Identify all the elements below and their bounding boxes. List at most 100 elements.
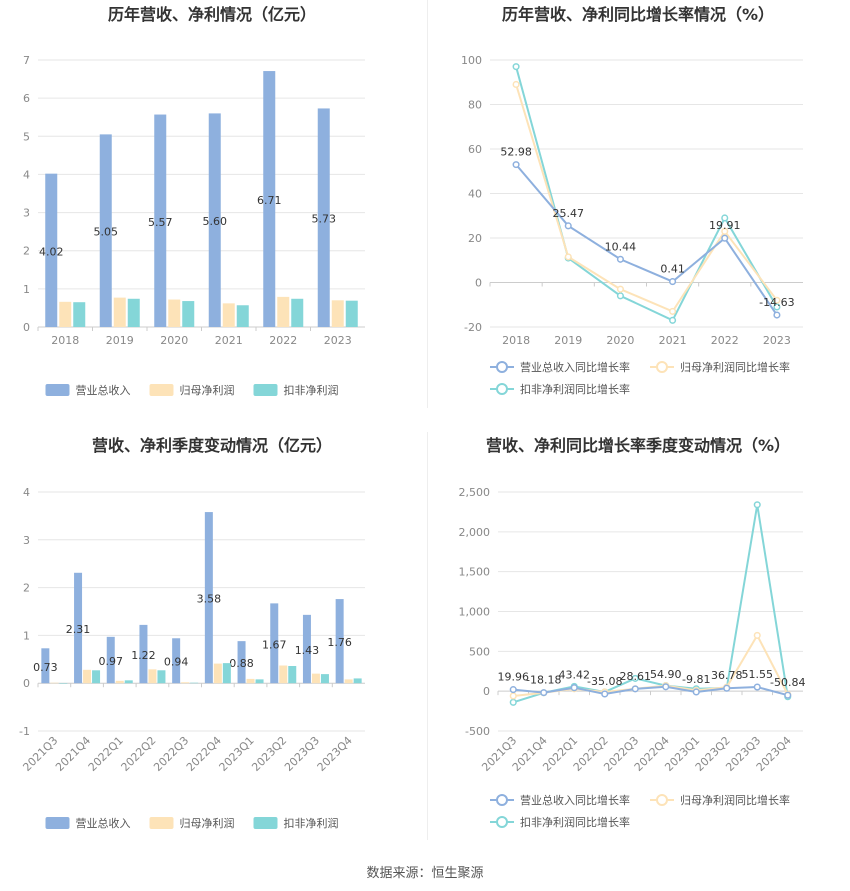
bar-data-label: 1.22	[131, 649, 156, 662]
legend-swatch-扣非净利润	[253, 817, 278, 829]
data-point-营业总收入同比增长率	[773, 311, 781, 319]
bar-data-label: 5.60	[203, 215, 228, 228]
data-source-footer: 数据来源：恒生聚源	[366, 866, 484, 881]
bar-扣非净利润	[320, 674, 329, 684]
legend-swatch-扣非净利润	[253, 384, 278, 396]
point-data-label: 19.96	[498, 671, 530, 684]
point-data-label: -18.18	[526, 674, 561, 687]
data-point-扣非净利润同比增长率	[616, 292, 624, 300]
x-tick-label: 2023	[763, 334, 791, 347]
bar-扣非净利润	[291, 298, 304, 327]
legend-label: 扣非净利润同比增长率	[520, 815, 630, 829]
y-tick-label: 4	[23, 168, 30, 181]
legend-label: 营业总收入	[76, 383, 131, 397]
legend-label: 归母净利润同比增长率	[680, 793, 790, 807]
bar-扣非净利润	[127, 298, 140, 327]
legend-swatch-marker-归母净利润同比增长率	[656, 361, 668, 373]
x-tick-label: 2019	[106, 334, 134, 347]
data-point-营业总收入同比增长率	[509, 686, 517, 694]
bar-营业总收入	[237, 641, 246, 684]
data-point-营业总收入同比增长率	[669, 278, 677, 286]
x-tick-label: 2020	[160, 334, 188, 347]
legend-label: 归母净利润	[180, 383, 235, 397]
bar-归母净利润	[59, 301, 72, 327]
y-tick-label: 100	[461, 54, 482, 67]
bar-data-label: 6.71	[257, 194, 282, 207]
series-line-营业总收入同比增长率	[513, 685, 789, 697]
x-tick-label: 2022Q1	[86, 734, 126, 774]
legend-label: 营业总收入	[76, 816, 131, 830]
legend-swatch-marker-营业总收入同比增长率	[496, 361, 508, 373]
legend-swatch-营业总收入	[45, 384, 70, 396]
x-tick-label: 2023Q1	[217, 734, 257, 774]
bar-data-label: 5.57	[148, 216, 173, 229]
bar-data-label: 1.43	[295, 644, 320, 657]
bar-扣非净利润	[59, 683, 68, 684]
x-tick-label: 2023Q4	[315, 734, 355, 774]
annual-bar-chart: 历年营收、净利情况（亿元） 0 1 2 3 4 5 6 7 2018 2019 2020 2021 202…	[23, 5, 365, 397]
bar-营业总收入	[270, 603, 279, 684]
data-point-营业总收入同比增长率	[616, 255, 624, 263]
chart-title: 历年营收、净利情况（亿元）	[108, 5, 316, 24]
point-data-label: 51.55	[742, 668, 774, 681]
bar-营业总收入	[317, 108, 330, 327]
vertical-divider-top	[427, 0, 428, 408]
bar-扣非净利润	[353, 678, 362, 684]
bar-归母净利润	[168, 299, 181, 327]
bar-营业总收入	[204, 512, 213, 684]
y-tick-label: 4	[23, 486, 30, 499]
data-point-扣非净利润同比增长率	[631, 674, 639, 682]
point-data-label: 52.98	[500, 146, 531, 159]
bar-营业总收入	[335, 599, 344, 684]
x-tick-label: 2021	[215, 334, 243, 347]
data-point-归母净利润同比增长率	[721, 227, 729, 235]
bar-data-label: 1.76	[327, 636, 352, 649]
y-tick-label: 3	[23, 207, 30, 220]
x-tick-label: 2021Q3	[20, 734, 60, 774]
data-point-营业总收入同比增长率	[631, 685, 639, 693]
bar-data-label: 5.73	[312, 213, 337, 226]
point-data-label: 28.61	[620, 670, 652, 683]
data-point-营业总收入同比增长率	[721, 234, 729, 242]
y-tick-label: 1,500	[459, 566, 491, 579]
data-point-归母净利润同比增长率	[564, 253, 572, 261]
x-tick-label: 2022	[269, 334, 297, 347]
legend-label: 扣非净利润	[284, 816, 339, 830]
data-point-归母净利润同比增长率	[753, 631, 761, 639]
data-point-归母净利润同比增长率	[669, 307, 677, 315]
x-tick-label: 2023	[324, 334, 352, 347]
legend-swatch-marker-扣非净利润同比增长率	[496, 816, 508, 828]
x-tick-label: 2022Q2	[119, 734, 159, 774]
y-tick-label: 1,000	[459, 606, 491, 619]
legend-swatch-marker-扣非净利润同比增长率	[496, 383, 508, 395]
bar-营业总收入	[45, 173, 58, 327]
bar-归母净利润	[115, 680, 124, 684]
legend-label: 扣非净利润同比增长率	[520, 382, 630, 396]
data-point-归母净利润同比增长率	[773, 296, 781, 304]
bar-扣非净利润	[124, 680, 133, 684]
quarter-line-panel: 营收、净利同比增长率季度变动情况（%） -500 0 500 1,000 1,500 2,0…	[428, 425, 850, 855]
bar-扣非净利润	[236, 305, 249, 327]
data-point-营业总收入同比增长率	[723, 684, 731, 692]
y-tick-label: 3	[23, 534, 30, 547]
annual-line-panel: 历年营收、净利同比增长率情况（%） -20 0 20 40 60 80 100 2018 2019…	[428, 0, 850, 420]
bar-归母净利润	[83, 669, 92, 684]
data-point-扣非净利润同比增长率	[509, 698, 517, 706]
y-tick-label: 0	[483, 685, 490, 698]
bar-data-label: 1.67	[262, 638, 287, 651]
bar-归母净利润	[181, 682, 190, 684]
bar-归母净利润	[222, 303, 235, 327]
bar-营业总收入	[172, 638, 181, 684]
annual-bar-panel: 历年营收、净利情况（亿元） 0 1 2 3 4 5 6 7 2018 2019 2020 2021 202…	[0, 0, 425, 420]
legend-label: 营业总收入同比增长率	[520, 360, 630, 374]
point-data-label: -50.84	[770, 676, 805, 689]
bar-扣非净利润	[255, 679, 264, 684]
bar-归母净利润	[50, 682, 59, 684]
chart-title: 营收、净利季度变动情况（亿元）	[92, 436, 332, 455]
x-tick-label: 2022Q4	[184, 734, 224, 774]
bar-归母净利润	[277, 296, 290, 327]
x-tick-label: 2018	[51, 334, 79, 347]
chart-title: 历年营收、净利同比增长率情况（%）	[502, 5, 774, 24]
quarterly-growth-line-chart: 营收、净利同比增长率季度变动情况（%） -500 0 500 1,000 1,500 2,0…	[459, 436, 806, 829]
bar-扣非净利润	[288, 665, 297, 684]
